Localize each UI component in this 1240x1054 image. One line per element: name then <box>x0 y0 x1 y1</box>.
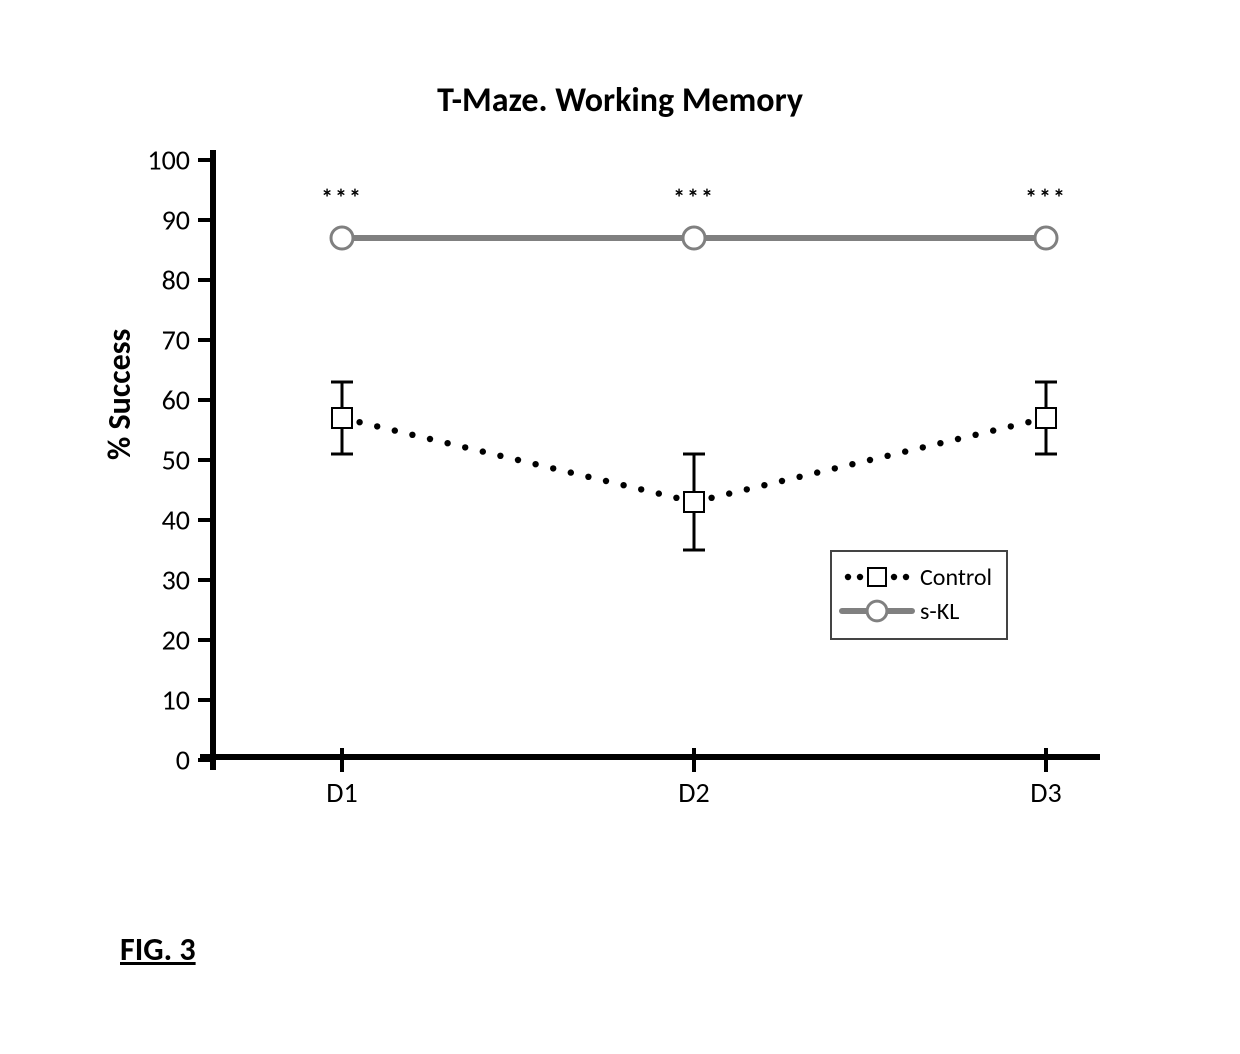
legend-item: Control <box>842 560 992 594</box>
y-tick <box>198 518 210 522</box>
y-tick <box>198 218 210 222</box>
x-tick <box>1044 748 1048 772</box>
y-tick-label: 70 <box>130 323 190 358</box>
chart-title: T-Maze. Working Memory <box>0 80 1240 121</box>
plot-svg <box>210 160 1090 760</box>
legend: Control s-KL <box>830 550 1008 640</box>
plot-area: 0102030405060708090100 D1D2D3 ********* … <box>210 160 1090 760</box>
y-tick <box>198 158 210 162</box>
y-tick-label: 10 <box>130 683 190 718</box>
x-tick-label: D1 <box>312 775 372 810</box>
y-tick <box>198 458 210 462</box>
y-tick <box>198 578 210 582</box>
legend-sample <box>842 598 912 624</box>
figure-label: FIG. 3 <box>120 930 196 969</box>
figure-container: T-Maze. Working Memory % Success 0102030… <box>0 0 1240 1054</box>
x-tick-label: D3 <box>1016 775 1076 810</box>
y-tick <box>198 338 210 342</box>
y-tick-label: 0 <box>130 743 190 778</box>
x-tick <box>340 748 344 772</box>
y-tick-label: 50 <box>130 443 190 478</box>
legend-sample <box>842 564 912 590</box>
y-tick-label: 80 <box>130 263 190 298</box>
y-tick <box>198 638 210 642</box>
significance-marker: *** <box>321 184 363 213</box>
y-tick-label: 20 <box>130 623 190 658</box>
y-tick-label: 90 <box>130 203 190 238</box>
legend-label: Control <box>920 563 992 592</box>
y-tick <box>198 758 210 762</box>
y-tick <box>198 698 210 702</box>
y-tick <box>198 398 210 402</box>
x-tick-label: D2 <box>664 775 724 810</box>
significance-marker: *** <box>1025 184 1067 213</box>
legend-item: s-KL <box>842 594 992 628</box>
y-tick-label: 100 <box>130 143 190 178</box>
legend-label: s-KL <box>920 597 959 626</box>
y-tick-label: 30 <box>130 563 190 598</box>
x-tick <box>692 748 696 772</box>
significance-marker: *** <box>673 184 715 213</box>
y-tick-label: 60 <box>130 383 190 418</box>
y-tick-label: 40 <box>130 503 190 538</box>
y-tick <box>198 278 210 282</box>
